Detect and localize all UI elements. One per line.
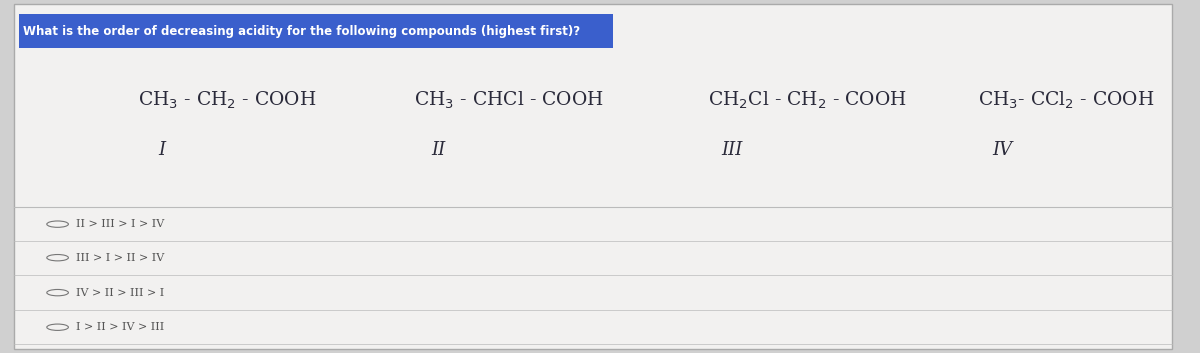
FancyBboxPatch shape	[19, 14, 613, 48]
Text: IV: IV	[992, 141, 1012, 159]
Text: II: II	[431, 141, 445, 159]
Text: I: I	[158, 141, 166, 159]
FancyBboxPatch shape	[14, 4, 1172, 349]
Text: I > II > IV > III: I > II > IV > III	[76, 322, 164, 332]
Text: CH$_3$ - CH$_2$ - COOH: CH$_3$ - CH$_2$ - COOH	[138, 90, 317, 111]
Text: CH$_2$Cl - CH$_2$ - COOH: CH$_2$Cl - CH$_2$ - COOH	[708, 90, 907, 111]
Text: IV > II > III > I: IV > II > III > I	[76, 288, 164, 298]
Text: III: III	[721, 141, 743, 159]
Text: III > I > II > IV: III > I > II > IV	[76, 253, 164, 263]
Text: CH$_3$- CCl$_2$ - COOH: CH$_3$- CCl$_2$ - COOH	[978, 90, 1154, 111]
Text: II > III > I > IV: II > III > I > IV	[76, 219, 164, 229]
Text: What is the order of decreasing acidity for the following compounds (highest fir: What is the order of decreasing acidity …	[23, 25, 580, 37]
Text: CH$_3$ - CHCl - COOH: CH$_3$ - CHCl - COOH	[414, 90, 604, 111]
